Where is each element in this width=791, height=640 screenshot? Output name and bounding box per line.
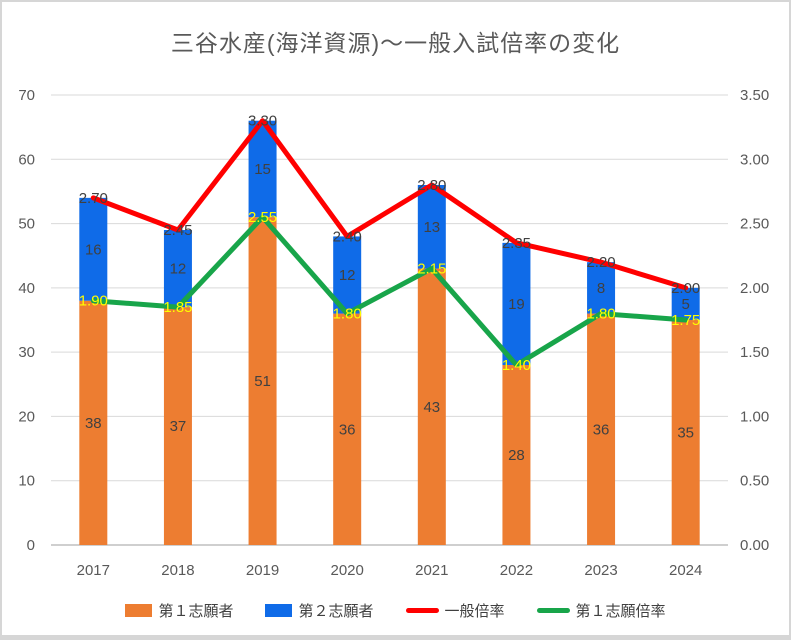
left-axis-tick: 10 xyxy=(18,473,35,490)
line-value-label-general-ratio: 2.70 xyxy=(79,190,108,207)
left-axis-tick: 70 xyxy=(18,87,35,104)
legend-label: 一般倍率 xyxy=(444,603,505,620)
bar-first-choice xyxy=(587,313,616,545)
bar-first-choice xyxy=(248,217,277,545)
x-axis-label: 2017 xyxy=(77,562,110,579)
line-value-label-general-ratio: 2.00 xyxy=(671,280,700,297)
legend-label: 第１志願者 xyxy=(158,603,234,620)
legend-label: 第１志願倍率 xyxy=(575,603,666,620)
line-first-choice-ratio xyxy=(90,214,689,368)
x-axis-label: 2021 xyxy=(415,562,448,579)
x-axis-label: 2019 xyxy=(246,562,279,579)
line-value-label-first-choice-ratio: 2.55 xyxy=(248,209,277,226)
line-value-label-first-choice-ratio: 1.40 xyxy=(502,357,531,374)
right-axis-tick: 1.00 xyxy=(740,408,769,425)
bar-first-choice xyxy=(502,365,531,545)
bar-value-label-first-choice: 43 xyxy=(423,399,440,416)
right-axis-tick: 2.50 xyxy=(740,216,769,233)
right-axis-tick: 3.00 xyxy=(740,151,769,168)
legend-item-second-choice-applicants: 第２志願者 xyxy=(265,600,374,621)
line-value-label-general-ratio: 2.35 xyxy=(502,235,531,252)
bar-value-label-second-choice: 15 xyxy=(254,161,271,178)
bar-first-choice xyxy=(333,313,362,545)
bar-second-choice xyxy=(79,197,108,301)
bar-value-label-first-choice: 51 xyxy=(254,373,271,390)
line-general-ratio xyxy=(90,118,689,291)
line-value-label-first-choice-ratio: 1.80 xyxy=(586,306,615,323)
legend-item-general-ratio: 一般倍率 xyxy=(405,600,505,621)
line-value-label-first-choice-ratio: 1.85 xyxy=(163,299,192,316)
bar-value-label-first-choice: 37 xyxy=(170,418,187,435)
line-value-label-general-ratio: 2.40 xyxy=(333,228,362,245)
bar-value-label-second-choice: 8 xyxy=(597,280,605,297)
right-axis-tick: 0.50 xyxy=(740,473,769,490)
bar-value-label-first-choice: 28 xyxy=(508,447,525,464)
line-value-label-first-choice-ratio: 1.90 xyxy=(79,293,108,310)
bar-value-label-second-choice: 5 xyxy=(682,296,690,313)
legend-line-swatch-green xyxy=(536,608,570,613)
x-axis-label: 2020 xyxy=(331,562,364,579)
bar-value-label-first-choice: 38 xyxy=(85,415,102,432)
legend: 第１志願者 第２志願者 一般倍率 第１志願倍率 xyxy=(2,600,789,621)
legend-line-swatch-red xyxy=(405,608,439,613)
right-axis-tick: 3.50 xyxy=(740,87,769,104)
bar-first-choice xyxy=(671,320,700,545)
x-axis-label: 2023 xyxy=(584,562,617,579)
right-axis-tick: 2.00 xyxy=(740,280,769,297)
bar-value-label-second-choice: 12 xyxy=(339,267,356,284)
line-value-label-general-ratio: 2.45 xyxy=(163,222,192,239)
line-value-label-general-ratio: 2.20 xyxy=(586,254,615,271)
bar-second-choice xyxy=(587,262,616,314)
left-axis-tick: 50 xyxy=(18,216,35,233)
bar-second-choice xyxy=(417,185,446,269)
left-axis-tick: 0 xyxy=(27,537,35,554)
bar-value-label-second-choice: 13 xyxy=(423,219,440,236)
right-axis-tick: 1.50 xyxy=(740,344,769,361)
line-value-label-first-choice-ratio: 2.15 xyxy=(417,261,446,278)
bar-value-label-second-choice: 12 xyxy=(170,261,187,278)
line-value-label-first-choice-ratio: 1.80 xyxy=(333,306,362,323)
bar-value-label-first-choice: 36 xyxy=(339,421,356,438)
right-axis-tick: 0.00 xyxy=(740,537,769,554)
legend-item-first-choice-ratio: 第１志願倍率 xyxy=(536,600,666,621)
left-axis-tick: 40 xyxy=(18,280,35,297)
bar-value-label-second-choice: 19 xyxy=(508,296,525,313)
bar-first-choice xyxy=(417,268,446,545)
x-axis-label: 2024 xyxy=(669,562,702,579)
bar-value-label-first-choice: 36 xyxy=(593,421,610,438)
left-axis-tick: 30 xyxy=(18,344,35,361)
legend-label: 第２志願者 xyxy=(298,603,374,620)
line-value-label-first-choice-ratio: 1.75 xyxy=(671,312,700,329)
bar-value-label-first-choice: 35 xyxy=(677,425,694,442)
legend-item-first-choice-applicants: 第１志願者 xyxy=(125,600,233,621)
legend-bar-swatch-orange xyxy=(125,604,153,617)
line-value-label-general-ratio: 3.30 xyxy=(248,113,277,130)
bar-first-choice xyxy=(163,307,192,545)
left-axis-tick: 60 xyxy=(18,151,35,168)
bar-value-label-second-choice: 16 xyxy=(85,241,102,258)
legend-bar-swatch-blue xyxy=(265,604,293,617)
left-axis-tick: 20 xyxy=(18,408,35,425)
bar-first-choice xyxy=(79,300,108,545)
x-axis-label: 2018 xyxy=(161,562,194,579)
x-axis-label: 2022 xyxy=(500,562,533,579)
bar-second-choice xyxy=(671,287,700,320)
chart-title: 三谷水産(海洋資源)～一般入試倍率の変化 xyxy=(170,30,621,56)
bar-second-choice xyxy=(502,242,531,365)
line-value-label-general-ratio: 2.80 xyxy=(417,177,446,194)
